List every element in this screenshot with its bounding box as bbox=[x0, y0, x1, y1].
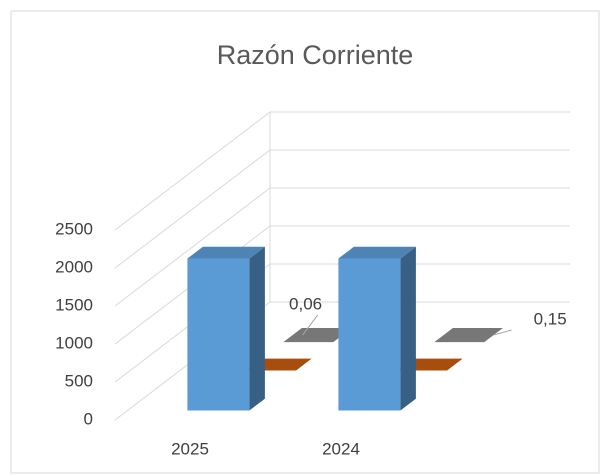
bar-side bbox=[400, 246, 416, 411]
data-label: 0,15 bbox=[534, 310, 567, 329]
y-tick-label: 1000 bbox=[55, 333, 93, 352]
y-tick-label: 1500 bbox=[55, 295, 93, 314]
x-tick-label: 2025 bbox=[171, 439, 209, 458]
bar-front bbox=[338, 258, 401, 411]
label-leader bbox=[302, 314, 319, 336]
bar-side bbox=[249, 246, 265, 411]
chart-frame bbox=[10, 10, 600, 474]
label-leader bbox=[493, 329, 512, 336]
data-label: 0,06 bbox=[289, 295, 322, 314]
bar bbox=[338, 246, 416, 411]
bar-top bbox=[338, 246, 416, 259]
y-tick-label: 2500 bbox=[55, 219, 93, 238]
bar-top bbox=[283, 327, 352, 343]
bar-side bbox=[484, 327, 503, 343]
bar bbox=[434, 327, 503, 343]
bar-top bbox=[187, 246, 265, 259]
y-tick-label: 500 bbox=[65, 371, 93, 390]
x-tick-label: 2024 bbox=[322, 439, 360, 458]
bar-top bbox=[434, 327, 503, 343]
chart-title: Razón Corriente bbox=[217, 40, 414, 70]
bar bbox=[187, 246, 265, 411]
y-tick-label: 0 bbox=[84, 409, 93, 428]
bar-front bbox=[187, 258, 250, 411]
y-tick-label: 2000 bbox=[55, 257, 93, 276]
